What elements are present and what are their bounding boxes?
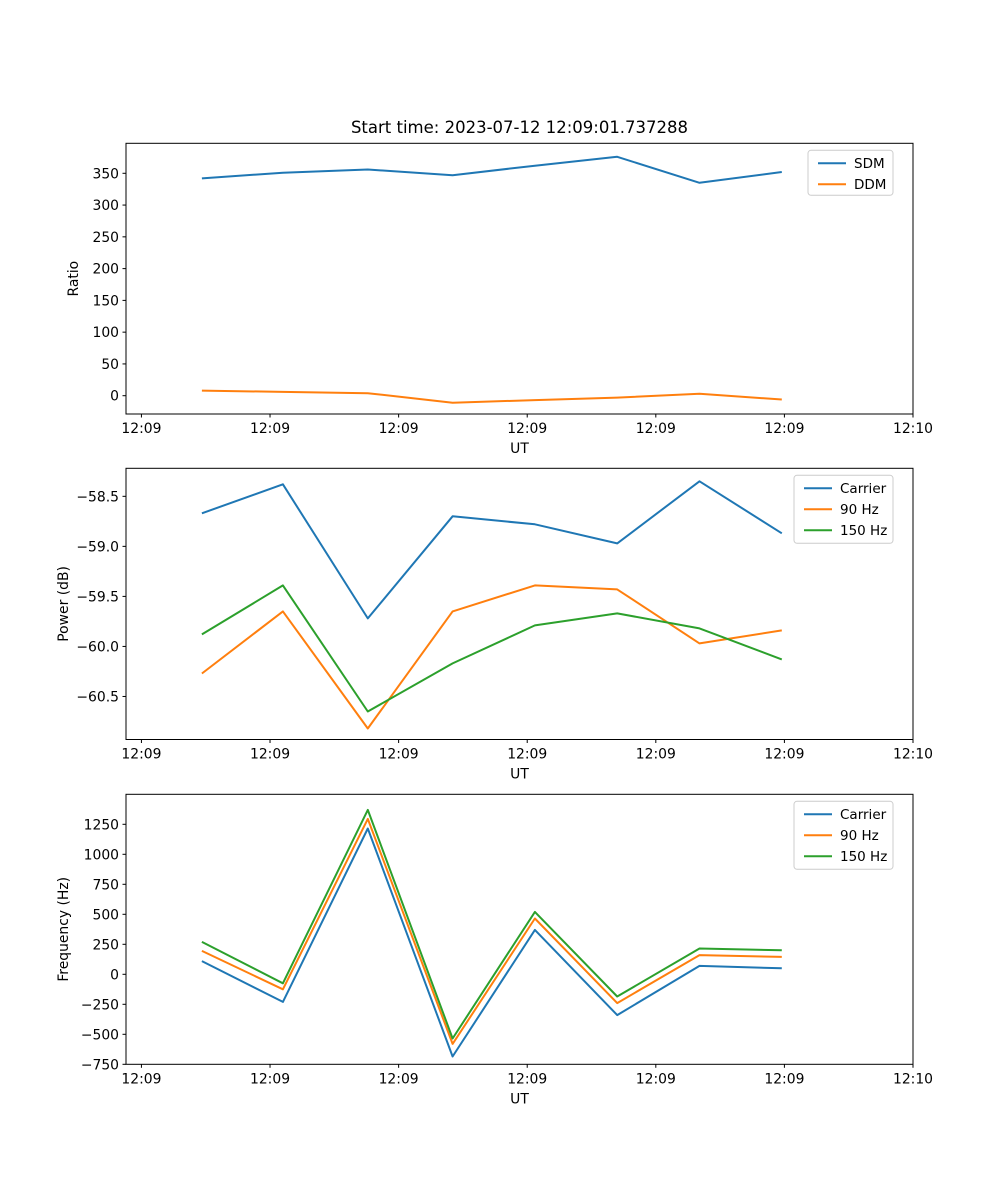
x-tick-label: 12:10 [893,421,933,437]
x-tick-label: 12:09 [121,747,161,763]
power-chart: 12:09 12:09 12:09 12:09 12:09 12:09 12:10 −58.5… [56,467,933,783]
y-tick-label: 150 [92,293,119,309]
figure-title: Start time: 2023-07-12 12:09:01.737288 [350,118,689,137]
y-tick-label: −59.5 [76,589,119,605]
x-tick-label: 12:09 [250,747,290,763]
x-tick-label: 12:09 [764,1071,804,1087]
x-axis-label: UT [510,441,529,457]
y-tick-label: −60.0 [76,639,119,655]
frequency-chart: 12:09 12:09 12:09 12:09 12:09 12:09 12:10 1250 1… [56,793,933,1107]
frequency-legend: Carrier 90 Hz 150 Hz [793,800,894,870]
x-axis-label: UT [510,767,529,783]
axes-frame [125,467,914,740]
x-tick-label: 12:09 [636,747,676,763]
y-tick-label: 250 [92,230,119,246]
y-tick-label: 0 [110,967,119,983]
power-legend: Carrier 90 Hz 150 Hz [793,474,894,544]
legend-label: Carrier [840,481,887,497]
x-tick-label: 12:09 [250,1071,290,1087]
frequency-series-line [201,808,782,1040]
legend-box [793,800,894,870]
legend-label: DDM [854,177,886,193]
x-tick-label: 12:09 [507,747,547,763]
axes-frame [125,142,914,415]
x-tick-label: 12:09 [250,421,290,437]
legend-label: Carrier [840,807,887,823]
legend-label: 90 Hz [840,828,879,844]
y-tick-label: −59.0 [76,539,119,555]
y-tick-label: 1250 [84,817,119,833]
legend-box [793,474,894,544]
y-tick-label: 500 [92,907,119,923]
y-axis-label: Ratio [66,261,82,297]
power-series-line [201,480,783,620]
y-tick-label: −60.5 [76,689,119,705]
x-axis-label: UT [510,1091,529,1107]
x-tick-label: 12:09 [507,421,547,437]
legend-label: 90 Hz [840,502,879,518]
frequency-series-line [201,817,782,1045]
y-axis-label: Power (dB) [56,566,72,642]
x-tick-label: 12:09 [636,1071,676,1087]
x-tick-label: 12:09 [764,747,804,763]
y-tick-label: 350 [92,166,119,182]
x-tick-label: 12:10 [893,1071,933,1087]
ratio-series-line [201,155,782,184]
ratio-series-line [201,389,782,404]
y-tick-label: 300 [92,198,119,214]
x-tick-label: 12:09 [379,747,419,763]
x-tick-label: 12:10 [893,747,933,763]
legend-label: SDM [854,156,885,172]
x-tick-label: 12:09 [121,421,161,437]
y-axis-label: Frequency (Hz) [56,877,72,982]
power-series-line [201,584,782,730]
y-tick-label: −58.5 [76,489,119,505]
x-tick-label: 12:09 [636,421,676,437]
ratio-legend: SDM DDM [807,149,894,196]
y-tick-label: −500 [81,1027,119,1043]
y-tick-label: 100 [92,325,119,341]
x-tick-label: 12:09 [379,421,419,437]
legend-label: 150 Hz [840,523,887,539]
x-tick-label: 12:09 [379,1071,419,1087]
power-series-line [201,584,783,713]
y-tick-label: −250 [81,997,119,1013]
x-tick-label: 12:09 [121,1071,161,1087]
ratio-chart: 12:09 12:09 12:09 12:09 12:09 12:09 12:10 0 50 10… [66,142,933,457]
x-tick-label: 12:09 [507,1071,547,1087]
y-tick-label: 200 [92,262,119,278]
y-tick-label: −750 [81,1057,119,1073]
y-tick-label: 0 [110,389,119,405]
y-tick-label: 750 [92,877,119,893]
y-tick-label: 1000 [84,847,119,863]
y-tick-label: 250 [92,937,119,953]
x-tick-label: 12:09 [764,421,804,437]
frequency-series-line [201,827,782,1058]
axes-frame [125,793,914,1065]
legend-label: 150 Hz [840,849,887,865]
y-tick-label: 50 [101,357,119,373]
